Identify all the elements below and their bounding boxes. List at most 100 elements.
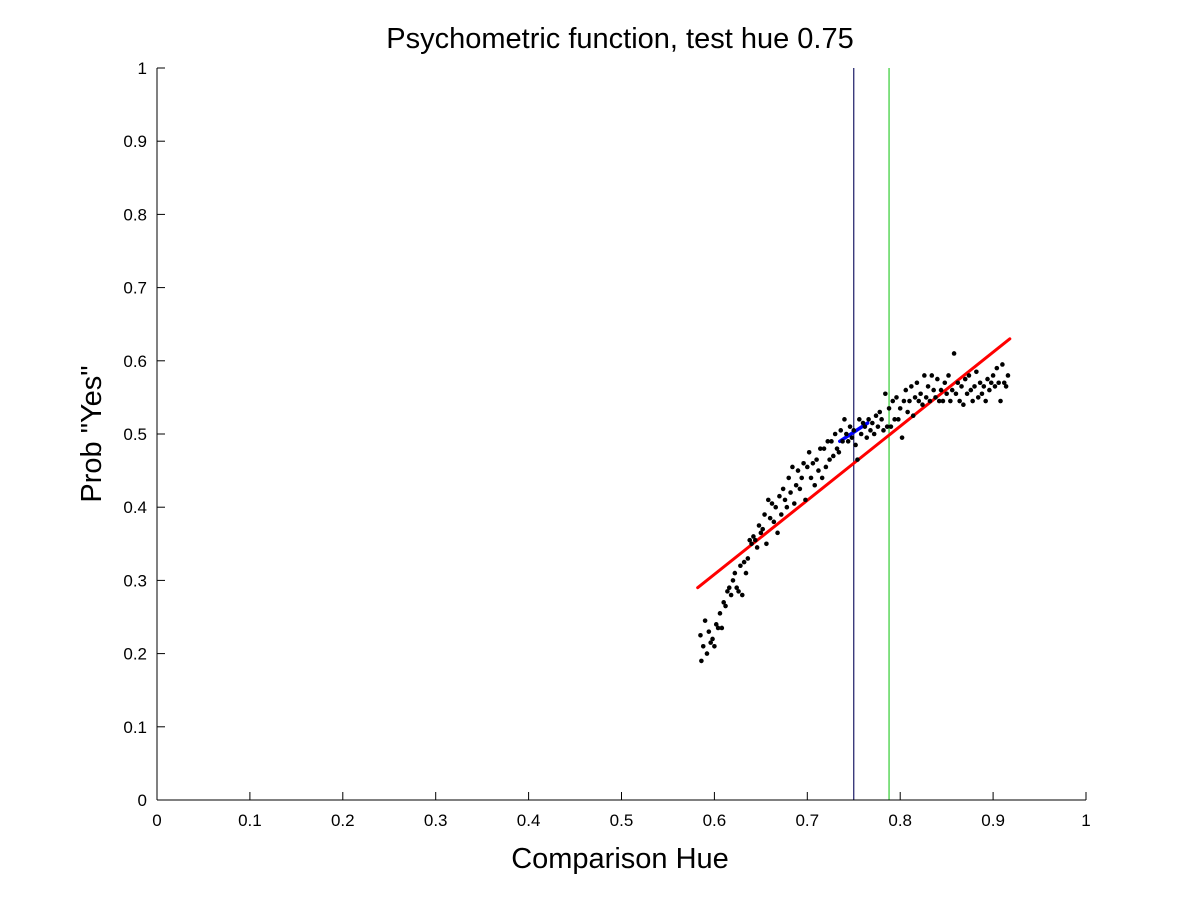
data-point [791,501,797,506]
data-point [793,482,799,488]
x-tick-label: 0.9 [981,811,1005,830]
data-point [823,464,829,470]
data-point [818,446,823,451]
data-point [961,402,966,408]
data-point [702,618,708,623]
data-point [754,545,760,550]
data-point [795,468,801,473]
data-point [916,398,922,404]
data-point [790,464,795,470]
data-point [749,541,754,547]
data-point [786,475,792,481]
data-point [968,387,974,393]
data-point [922,373,927,378]
data-point [870,420,875,426]
x-tick-label: 0 [152,811,161,830]
data-point [862,424,868,429]
data-point [758,530,764,536]
data-point [730,578,736,583]
data-point [964,391,970,397]
data-point [896,417,901,422]
data-point [953,391,959,397]
y-tick-label: 0.4 [123,498,147,517]
data-point [801,460,806,466]
data-point [909,384,914,389]
data-point [992,384,998,389]
data-point [845,439,851,444]
data-point [918,391,923,397]
data-point [1005,373,1011,378]
data-point [901,398,907,404]
data-point [905,409,910,415]
y-tick-label: 0.2 [123,645,147,664]
data-point [975,395,981,400]
data-point [972,384,977,389]
data-point [1003,384,1009,389]
data-point [725,589,730,594]
data-point [842,417,847,422]
data-point [892,417,897,422]
data-point [760,526,766,532]
data-point [810,460,816,466]
data-point [871,431,877,437]
data-point [710,636,715,642]
linear-fit-line [696,337,1012,590]
data-point [847,424,853,429]
data-point [773,504,779,510]
data-point [907,398,912,404]
data-point [979,391,985,397]
data-point [931,387,936,393]
data-point [700,643,706,649]
data-point [819,475,825,481]
data-point [897,406,903,411]
data-point [831,453,836,459]
data-point [836,450,842,455]
data-point [974,369,979,375]
x-tick-label: 0.1 [238,811,262,830]
data-point [977,380,983,386]
data-point [951,351,957,356]
x-tick-label: 0.8 [888,811,912,830]
data-point [741,559,747,565]
data-point [938,387,944,393]
y-tick-label: 1 [138,59,147,78]
data-point [704,651,710,656]
data-point [780,486,786,492]
data-point [777,493,782,499]
data-point [708,640,713,645]
ticks: 0 0.1 0.2 0.3 0.4 0.5 0.6 0.7 0.8 0.9 1 0 0.1 0.2 0.3 0… [123,59,1090,830]
data-point [747,537,753,543]
x-tick-label: 0.4 [517,811,541,830]
data-point [827,457,832,462]
data-point [825,439,831,444]
data-point [988,380,994,386]
data-points [698,351,1011,664]
data-point [832,431,838,437]
y-axis-label: Prob "Yes" [76,365,108,502]
data-point [803,497,808,503]
data-point [912,395,918,400]
y-tick-label: 0.7 [123,279,147,298]
data-point [762,512,767,517]
data-point [886,406,892,411]
data-point [987,387,992,393]
data-point [769,501,775,506]
y-tick-label: 0.8 [123,205,147,224]
data-point [756,523,762,528]
data-point [864,435,870,440]
data-point [925,384,931,389]
data-point [890,398,896,404]
data-point [713,622,719,627]
x-axis-label: Comparison Hue [511,843,729,875]
data-point [838,428,844,433]
data-point [734,585,739,591]
data-point [959,384,964,389]
data-point [745,556,751,561]
data-point [739,592,745,598]
data-point [767,515,773,521]
data-point [736,589,741,594]
data-point [888,424,894,429]
data-point [927,398,933,404]
data-point [732,570,738,576]
